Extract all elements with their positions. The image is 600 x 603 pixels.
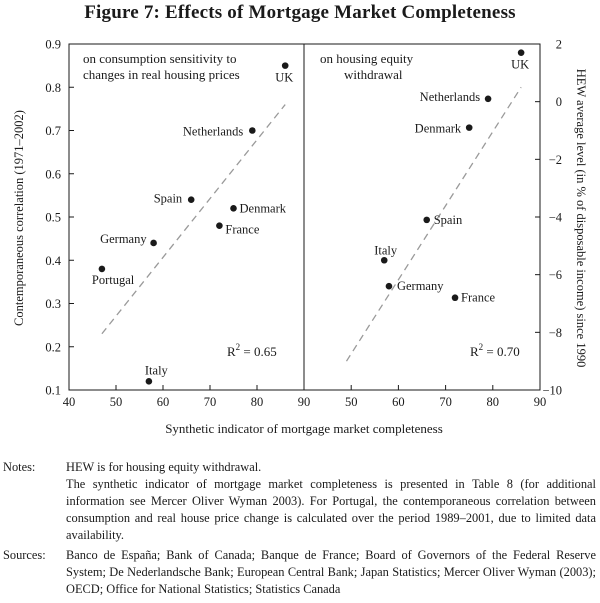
x-tick-label: 80 [487, 395, 500, 409]
notes-line-2: The synthetic indicator of mortgage mark… [66, 477, 596, 542]
data-point [281, 62, 289, 69]
point-label: UK [275, 71, 293, 85]
y-tick-label: 0.4 [45, 254, 61, 268]
x-tick-label: 60 [157, 395, 170, 409]
fit-line [101, 104, 286, 335]
x-tick-label: 60 [392, 395, 405, 409]
data-point [385, 282, 393, 290]
point-label: Denmark [240, 201, 287, 215]
point-label: Italy [145, 363, 169, 377]
data-point [465, 124, 473, 131]
sources-label: Sources: [3, 548, 46, 562]
x-tick-label: 70 [204, 395, 217, 409]
x-axis-title: Synthetic indicator of mortgage market c… [165, 421, 443, 436]
y-tick-label: 0.6 [45, 167, 61, 181]
point-label: Germany [397, 279, 444, 293]
y-tick-label: 0.1 [45, 384, 61, 398]
y-tick-label: −10 [542, 384, 562, 398]
data-point [451, 294, 459, 302]
chart: 40 50 60 70 80 90 0.1 0.2 0.3 0.4 0.5 0.6 0.7 0.8 0.9 U… [12, 38, 588, 437]
data-point [517, 49, 525, 56]
right-panel: 50 60 70 80 90−10 −8 −6 −4 −2 0 2 UK Netherlands Denm… [320, 38, 563, 410]
r-squared-label: R2 = 0.70 [470, 342, 520, 359]
panel-annotation: withdrawal [344, 67, 403, 82]
left-panel: 40 50 60 70 80 90 0.1 0.2 0.3 0.4 0.5 0.6 0.7 0.8 0.9 U… [45, 38, 310, 410]
point-label: UK [511, 58, 529, 72]
x-tick-label: 70 [439, 395, 452, 409]
sources-text: Banco de España; Bank of Canada; Banque … [66, 548, 596, 596]
r-squared-label: R2 = 0.65 [227, 342, 277, 359]
fit-line [345, 86, 522, 362]
x-tick-label: 80 [251, 395, 264, 409]
x-tick-label: 90 [534, 395, 547, 409]
x-tick-label: 50 [345, 395, 358, 409]
data-point [216, 222, 223, 229]
x-tick-label: 90 [298, 395, 311, 409]
y-tick-label: −6 [549, 268, 562, 282]
point-label: Denmark [415, 122, 462, 136]
y-tick-label: 0.3 [45, 297, 61, 311]
panel-annotation: changes in real housing prices [83, 67, 240, 82]
y-tick-label: 2 [556, 38, 562, 52]
x-tick-label: 40 [63, 395, 76, 409]
x-tick-label: 50 [110, 395, 123, 409]
point-label: Germany [100, 232, 147, 246]
y-tick-label: 0 [556, 95, 562, 109]
point-label: Spain [154, 192, 183, 206]
data-point [145, 378, 153, 385]
notes-line-1: HEW is for housing equity withdrawal. [66, 460, 262, 474]
panel-annotation: on consumption sensitivity to [83, 51, 236, 66]
data-point [249, 127, 256, 134]
point-label: France [225, 223, 259, 237]
panel-annotation: on housing equity [320, 51, 414, 66]
point-label: France [461, 291, 495, 305]
data-point [187, 196, 195, 203]
right-y-axis-title: HEW average level (in % of disposable in… [574, 69, 588, 368]
point-label: Portugal [92, 273, 135, 287]
left-y-axis-title: Contemporaneous correlation (1971–2002) [12, 110, 26, 326]
y-tick-label: −8 [549, 326, 562, 340]
figure-title: Figure 7: Effects of Mortgage Market Com… [84, 2, 516, 23]
data-point [484, 95, 492, 103]
point-label: Italy [374, 243, 398, 257]
notes-label: Notes: [3, 460, 36, 474]
data-point [423, 216, 431, 224]
y-tick-label: −2 [549, 153, 562, 167]
y-tick-label: 0.7 [45, 124, 61, 138]
y-tick-label: 0.9 [45, 38, 61, 52]
y-tick-label: 0.5 [45, 211, 61, 225]
point-label: Spain [434, 213, 463, 227]
y-tick-label: −4 [549, 211, 563, 225]
data-point [98, 265, 106, 273]
data-point [150, 239, 157, 247]
data-point [380, 256, 388, 264]
y-tick-label: 0.2 [45, 340, 61, 354]
point-label: Netherlands [183, 125, 244, 139]
point-label: Netherlands [420, 90, 481, 104]
y-tick-label: 0.8 [45, 81, 61, 95]
data-point [230, 205, 237, 212]
